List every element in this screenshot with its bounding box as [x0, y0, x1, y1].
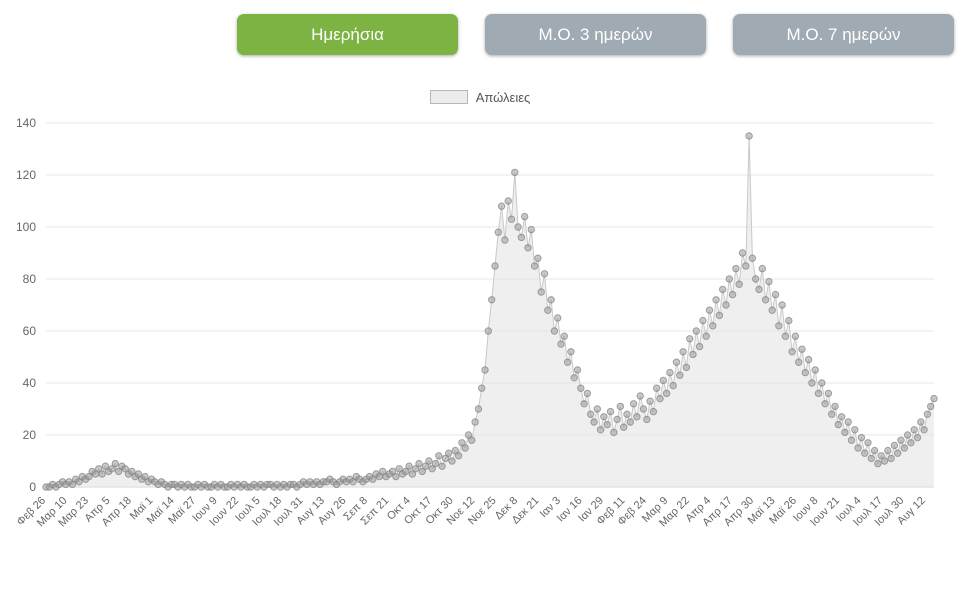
svg-text:140: 140	[16, 116, 36, 130]
avg-7day-button[interactable]: Μ.Ο. 7 ημερών	[733, 14, 954, 55]
chart-legend[interactable]: Απώλειες	[0, 87, 960, 107]
daily-button[interactable]: Ημερήσια	[237, 14, 458, 55]
avg-3day-button[interactable]: Μ.Ο. 3 ημερών	[485, 14, 706, 55]
legend-label: Απώλειες	[475, 89, 531, 105]
view-toggle-toolbar: Ημερήσια Μ.Ο. 3 ημερών Μ.Ο. 7 ημερών	[0, 0, 960, 55]
svg-text:60: 60	[23, 324, 37, 338]
svg-text:20: 20	[23, 428, 37, 442]
svg-text:40: 40	[23, 376, 37, 390]
svg-text:100: 100	[16, 220, 36, 234]
legend-swatch	[429, 90, 468, 104]
area-fill	[46, 136, 934, 487]
data-points	[42, 132, 938, 491]
svg-text:0: 0	[29, 480, 36, 494]
svg-text:120: 120	[16, 168, 36, 182]
y-axis-labels: 0 20 40 60 80 100 120 140	[16, 116, 36, 494]
svg-text:80: 80	[23, 272, 37, 286]
